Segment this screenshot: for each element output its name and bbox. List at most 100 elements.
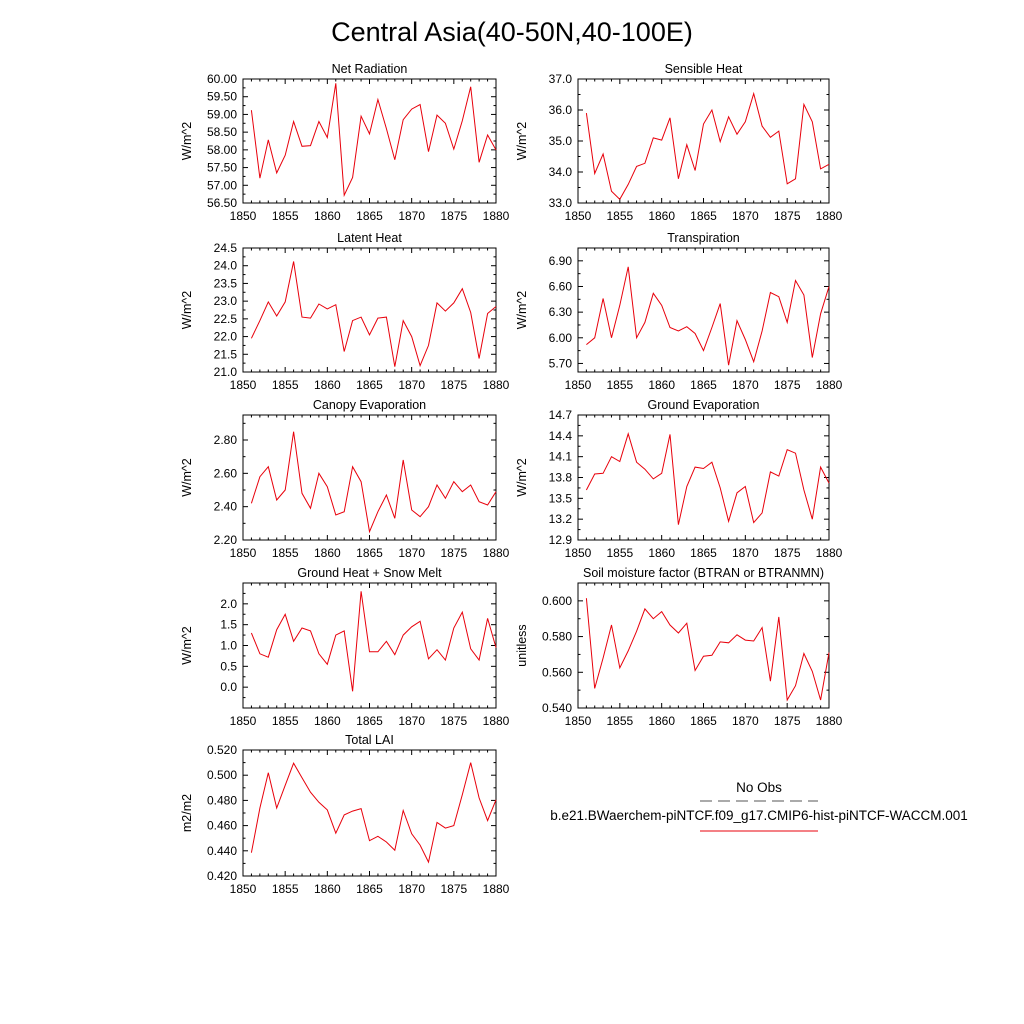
- y-tick-label: 24.5: [214, 241, 238, 255]
- y-tick-label: 21.5: [214, 347, 238, 361]
- y-tick-label: 6.30: [549, 305, 573, 319]
- x-tick-label: 1860: [648, 378, 675, 392]
- y-tick-label: 6.60: [549, 279, 573, 293]
- panel-title: Canopy Evaporation: [313, 398, 426, 412]
- panel-1: Sensible Heat 1850 1855 1860 1865 1870 1875 188…: [515, 62, 843, 223]
- y-tick-label: 1.5: [220, 618, 237, 632]
- x-tick-label: 1855: [272, 378, 299, 392]
- y-tick-label: 0.480: [207, 793, 237, 807]
- series-line: [250, 83, 497, 198]
- y-tick-label: 36.0: [549, 103, 573, 117]
- panel-8: Total LAI 1850 1855 1860 1865 1870 1875 1880 0.4…: [180, 733, 510, 896]
- x-tick-label: 1850: [230, 378, 257, 392]
- x-tick-label: 1855: [606, 546, 633, 560]
- x-tick-label: 1870: [398, 546, 425, 560]
- x-tick-label: 1865: [690, 546, 717, 560]
- y-tick-label: 57.00: [207, 178, 237, 192]
- x-tick-label: 1860: [648, 546, 675, 560]
- x-tick-label: 1855: [272, 882, 299, 896]
- legend-obs-label: No Obs: [736, 780, 782, 795]
- x-tick-label: 1875: [774, 714, 801, 728]
- x-tick-label: 1865: [690, 714, 717, 728]
- y-tick-label: 37.0: [549, 72, 573, 86]
- y-tick-label: 22.0: [214, 330, 238, 344]
- y-tick-label: 60.00: [207, 72, 237, 86]
- panels: Net Radiation 1850 1855 1860 1865 1870 1875 188…: [180, 62, 843, 896]
- y-tick-label: 59.00: [207, 107, 237, 121]
- panel-7: Soil moisture factor (BTRAN or BTRANMN) 1…: [515, 566, 843, 728]
- y-tick-label: 33.0: [549, 196, 573, 210]
- panel-3: Transpiration 1850 1855 1860 1865 1870 1875 188…: [515, 231, 843, 392]
- x-tick-label: 1865: [356, 378, 383, 392]
- y-tick-label: 2.20: [214, 533, 238, 547]
- y-tick-label: 13.8: [549, 471, 573, 485]
- plot-frame: [242, 414, 497, 541]
- x-tick-label: 1860: [314, 882, 341, 896]
- x-tick-label: 1850: [230, 882, 257, 896]
- y-tick-label: 12.9: [549, 533, 573, 547]
- x-tick-label: 1880: [816, 546, 843, 560]
- x-tick-label: 1865: [356, 882, 383, 896]
- panel-title: Sensible Heat: [665, 62, 743, 76]
- y-axis-label: unitless: [515, 624, 529, 666]
- y-tick-label: 6.90: [549, 254, 573, 268]
- x-tick-label: 1870: [732, 378, 759, 392]
- legend-model-label: b.e21.BWaerchem-piNTCF.f09_g17.CMIP6-his…: [550, 808, 968, 823]
- series-line: [250, 591, 497, 692]
- y-tick-label: 23.0: [214, 294, 238, 308]
- y-tick-label: 0.540: [542, 701, 572, 715]
- panel-title: Soil moisture factor (BTRAN or BTRANMN): [583, 566, 824, 580]
- plot-frame: [242, 582, 497, 709]
- x-tick-label: 1875: [774, 546, 801, 560]
- x-tick-label: 1880: [483, 882, 510, 896]
- plot-frame: [577, 414, 830, 541]
- x-tick-label: 1880: [816, 209, 843, 223]
- x-tick-label: 1860: [648, 714, 675, 728]
- x-tick-label: 1855: [606, 714, 633, 728]
- y-tick-label: 0.0: [220, 680, 237, 694]
- series-line: [586, 266, 830, 366]
- series-line: [585, 91, 830, 201]
- main-title: Central Asia(40-50N,40-100E): [331, 17, 693, 47]
- y-tick-label: 14.4: [549, 429, 573, 443]
- y-tick-label: 0.420: [207, 869, 237, 883]
- plot-frame: [577, 78, 830, 204]
- x-tick-label: 1870: [732, 714, 759, 728]
- x-tick-label: 1860: [314, 546, 341, 560]
- x-tick-label: 1855: [606, 209, 633, 223]
- x-tick-label: 1855: [272, 714, 299, 728]
- y-tick-label: 2.60: [214, 466, 238, 480]
- x-tick-label: 1860: [314, 378, 341, 392]
- x-tick-label: 1870: [398, 714, 425, 728]
- x-tick-label: 1875: [440, 714, 467, 728]
- panel-title: Latent Heat: [337, 231, 402, 245]
- y-tick-label: 0.600: [542, 594, 572, 608]
- panel-4: Canopy Evaporation 1850 1855 1860 1865 1870 18…: [180, 398, 510, 560]
- x-tick-label: 1880: [483, 378, 510, 392]
- panel-2: Latent Heat 1850 1855 1860 1865 1870 1875 1880 2…: [180, 231, 510, 392]
- x-tick-label: 1850: [565, 209, 592, 223]
- x-tick-label: 1870: [732, 209, 759, 223]
- panel-6: Ground Heat + Snow Melt 1850 1855 1860 1865 1…: [180, 566, 510, 728]
- y-tick-label: 22.5: [214, 312, 238, 326]
- series-line: [250, 261, 497, 368]
- y-tick-label: 14.7: [549, 408, 573, 422]
- x-tick-label: 1850: [230, 546, 257, 560]
- panel-title: Total LAI: [345, 733, 394, 747]
- y-tick-label: 59.50: [207, 90, 237, 104]
- y-tick-label: 0.560: [542, 665, 572, 679]
- y-axis-label: W/m^2: [515, 291, 529, 330]
- x-tick-label: 1870: [398, 882, 425, 896]
- y-tick-label: 24.0: [214, 259, 238, 273]
- panel-5: Ground Evaporation 1850 1855 1860 1865 1870 18…: [515, 398, 843, 560]
- legend: No Obs b.e21.BWaerchem-piNTCF.f09_g17.CM…: [550, 780, 968, 832]
- x-tick-label: 1875: [440, 882, 467, 896]
- y-tick-label: 58.50: [207, 125, 237, 139]
- x-tick-label: 1850: [565, 546, 592, 560]
- x-tick-label: 1865: [690, 209, 717, 223]
- x-tick-label: 1880: [483, 209, 510, 223]
- x-tick-label: 1855: [272, 546, 299, 560]
- y-tick-label: 56.50: [207, 196, 237, 210]
- y-tick-label: 0.440: [207, 844, 237, 858]
